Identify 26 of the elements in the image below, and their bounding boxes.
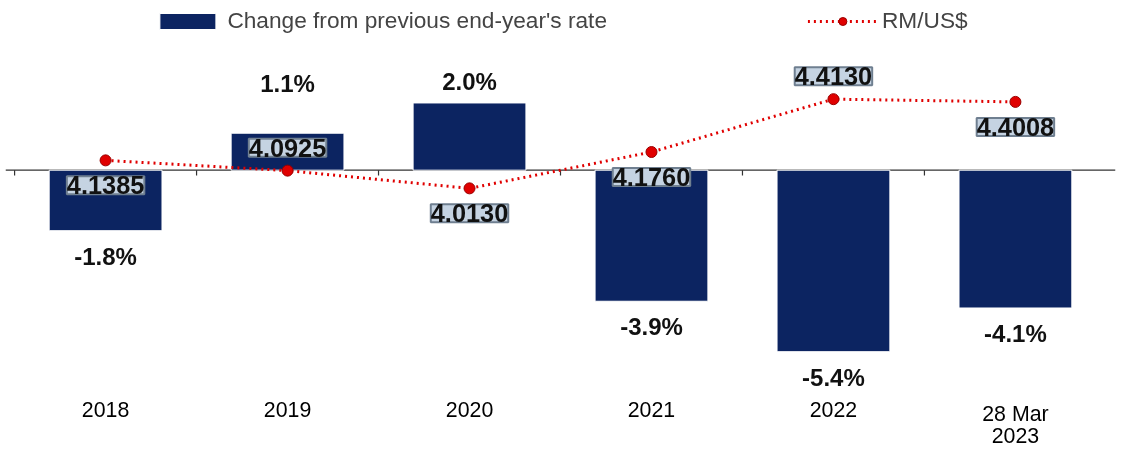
x-tick-label: 2021 bbox=[627, 397, 676, 422]
x-tick-label: 2022 bbox=[809, 397, 858, 422]
data-label: 4.1760 bbox=[612, 163, 691, 192]
x-tick-label: 28 Mar 2023 bbox=[982, 401, 1049, 448]
data-label: 2.0% bbox=[442, 67, 497, 95]
legend-label: RM/US$ bbox=[882, 7, 968, 34]
data-label: -3.9% bbox=[620, 313, 683, 341]
x-tick-label: 2020 bbox=[445, 397, 494, 422]
data-label: 4.4130 bbox=[794, 62, 873, 91]
point bbox=[1009, 95, 1022, 108]
point bbox=[281, 164, 294, 177]
legend-label: Change from previous end-year's rate bbox=[227, 7, 607, 34]
data-label: -1.8% bbox=[74, 242, 137, 270]
data-label: 4.4008 bbox=[976, 112, 1055, 141]
point bbox=[827, 93, 840, 106]
x-tick-label: 2019 bbox=[263, 397, 312, 422]
data-label: 1.1% bbox=[260, 70, 315, 98]
point bbox=[645, 146, 658, 158]
point bbox=[99, 154, 112, 167]
point bbox=[463, 182, 476, 195]
data-label: -4.1% bbox=[984, 319, 1047, 347]
data-label: 4.0925 bbox=[248, 133, 327, 162]
x-tick-label: 2018 bbox=[81, 397, 130, 422]
data-label: 4.0130 bbox=[430, 199, 509, 228]
data-label: -5.4% bbox=[802, 363, 865, 391]
data-label: 4.1385 bbox=[66, 171, 145, 200]
